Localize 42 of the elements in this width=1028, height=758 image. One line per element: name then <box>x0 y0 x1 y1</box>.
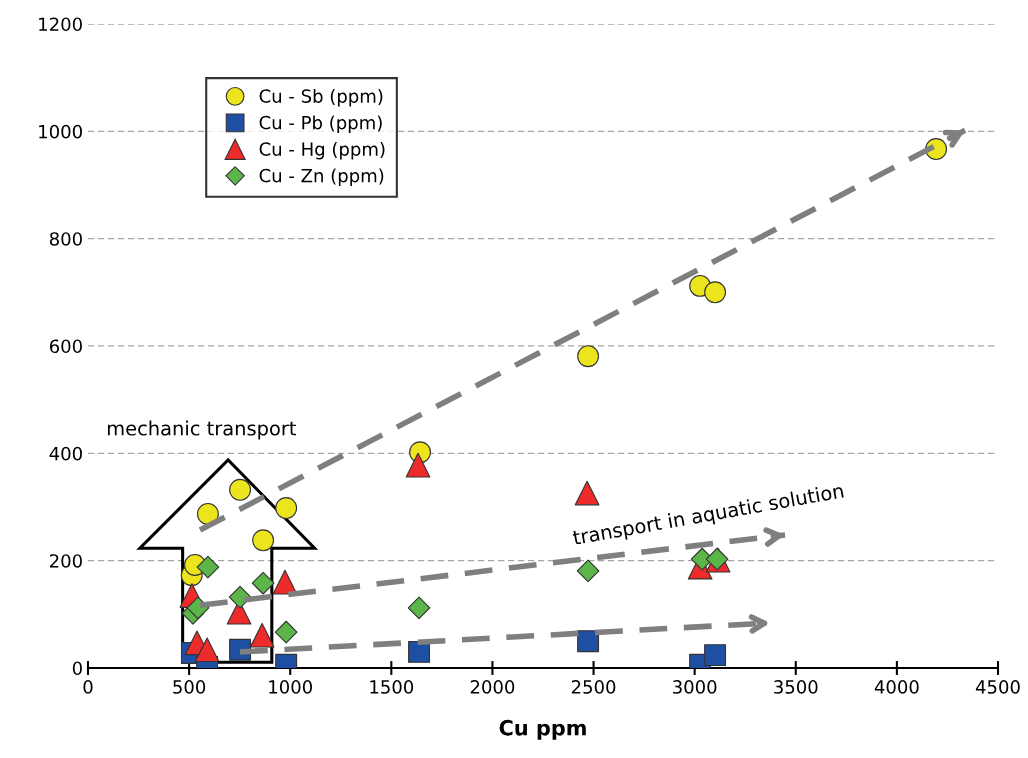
point <box>576 559 600 583</box>
legend-label: Cu - Zn (ppm) <box>259 168 384 186</box>
point <box>275 497 298 520</box>
x-tick-label: 2000 <box>470 680 515 694</box>
x-tick-label: 1000 <box>269 680 312 694</box>
point <box>196 503 219 525</box>
x-tick-label: 4000 <box>874 680 919 694</box>
y-tick-label: 800 <box>49 232 82 246</box>
point <box>272 569 298 595</box>
x-tick-label: 3500 <box>774 680 818 694</box>
x-axis-title: Cu ppm <box>499 719 586 740</box>
x-tick-label: 0 <box>83 680 93 694</box>
annotation: transport in aquatic solution <box>572 482 845 549</box>
x-tick-label: 2500 <box>571 680 616 694</box>
point <box>252 529 275 552</box>
y-tick-label: 200 <box>50 554 82 568</box>
point <box>274 620 298 644</box>
y-tick-label: 1000 <box>39 124 82 139</box>
point <box>196 555 220 579</box>
point <box>577 345 600 368</box>
x-tick-label: 4500 <box>975 680 1020 694</box>
point <box>704 644 727 667</box>
x-tick-label: 3000 <box>673 680 717 694</box>
y-tick-label: 0 <box>72 661 82 676</box>
point <box>194 637 220 663</box>
y-tick-label: 1200 <box>39 17 82 32</box>
y-tick-label: 600 <box>49 339 82 354</box>
point <box>405 452 431 478</box>
x-tick-label: 1500 <box>370 680 414 694</box>
point <box>407 596 431 620</box>
y-tick-label: 400 <box>49 446 82 461</box>
legend-label: Cu - Sb (ppm) <box>259 88 383 107</box>
point <box>574 480 600 506</box>
point <box>704 281 727 304</box>
legend-label: Cu - Pb (ppm) <box>259 115 382 133</box>
point <box>577 630 600 653</box>
legend-label: Cu - Hg (ppm) <box>259 141 385 160</box>
annotation: mechanic transport <box>107 420 297 440</box>
point <box>249 622 275 648</box>
x-tick-label: 500 <box>173 680 206 694</box>
point <box>251 571 275 595</box>
point <box>229 478 252 501</box>
